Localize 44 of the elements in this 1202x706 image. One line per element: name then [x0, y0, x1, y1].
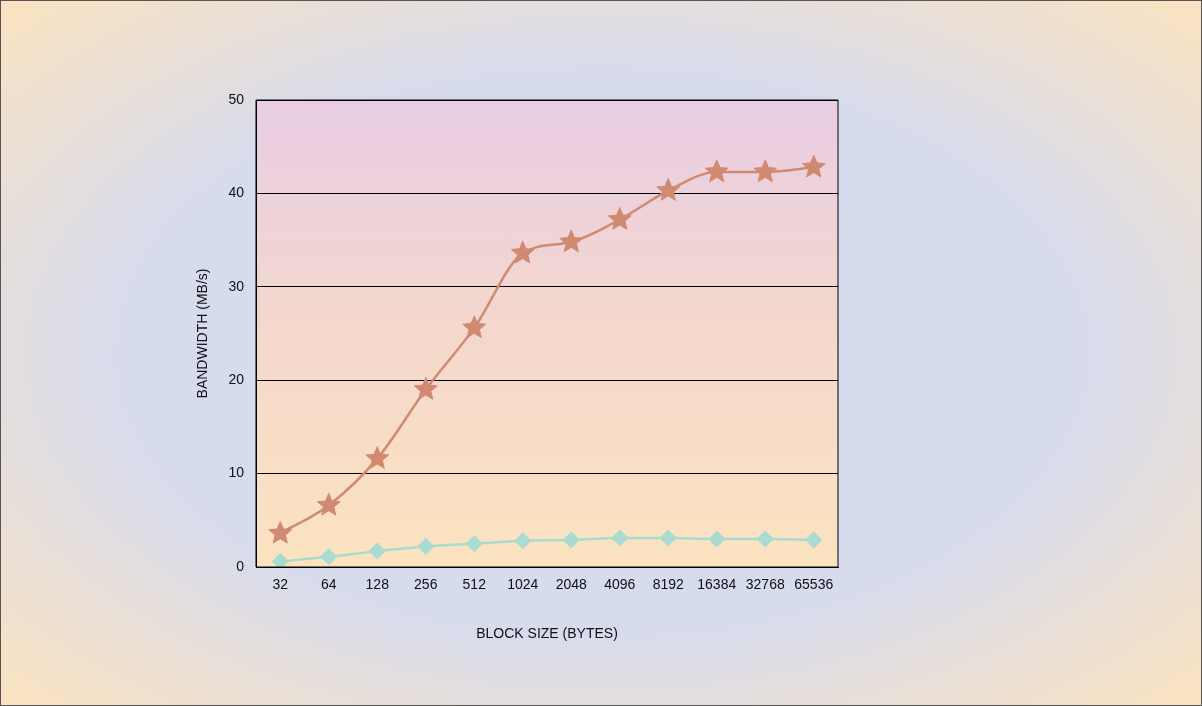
point	[365, 446, 390, 469]
point	[559, 229, 584, 253]
x-tick-label: 2048	[555, 576, 588, 593]
y-tick-label: 10	[228, 464, 245, 481]
point	[268, 520, 293, 544]
y-axis-title: BANDWIDTH (MB/s)	[194, 268, 211, 399]
point	[704, 159, 729, 183]
point	[708, 530, 726, 548]
point	[659, 529, 677, 547]
x-tick-label: 16384	[697, 576, 737, 593]
point	[316, 492, 341, 516]
y-tick-label: 40	[228, 184, 245, 201]
point	[805, 531, 823, 549]
y-tick-label: 50	[228, 90, 245, 107]
x-tick-label: 32768	[745, 576, 785, 593]
x-tick-label: 512	[462, 576, 487, 593]
point	[417, 537, 435, 555]
point	[756, 530, 774, 548]
point	[562, 531, 580, 549]
x-tick-label: 8192	[652, 576, 685, 593]
point	[801, 154, 826, 178]
point	[271, 552, 289, 567]
point	[514, 532, 532, 550]
y-tick-label: 30	[228, 277, 245, 294]
x-tick-label: 65536	[794, 576, 834, 593]
point	[611, 529, 629, 547]
point	[320, 548, 338, 566]
point	[368, 542, 386, 560]
x-tick-label: 128	[365, 576, 390, 593]
x-tick-label: 1024	[507, 576, 539, 593]
x-axis-title: BLOCK SIZE (BYTES)	[476, 625, 618, 642]
x-tick-label: 4096	[604, 576, 636, 593]
point	[413, 377, 438, 400]
y-tick-label: 0	[236, 557, 245, 574]
x-tick-label: 64	[320, 576, 337, 593]
point	[656, 178, 681, 201]
point	[607, 207, 632, 230]
x-tick-label: 256	[414, 576, 438, 593]
point	[753, 159, 778, 183]
x-tick-label: 32	[272, 576, 289, 593]
point	[465, 535, 483, 553]
y-tick-label: 20	[228, 371, 245, 388]
point	[462, 315, 487, 339]
point	[510, 240, 535, 264]
